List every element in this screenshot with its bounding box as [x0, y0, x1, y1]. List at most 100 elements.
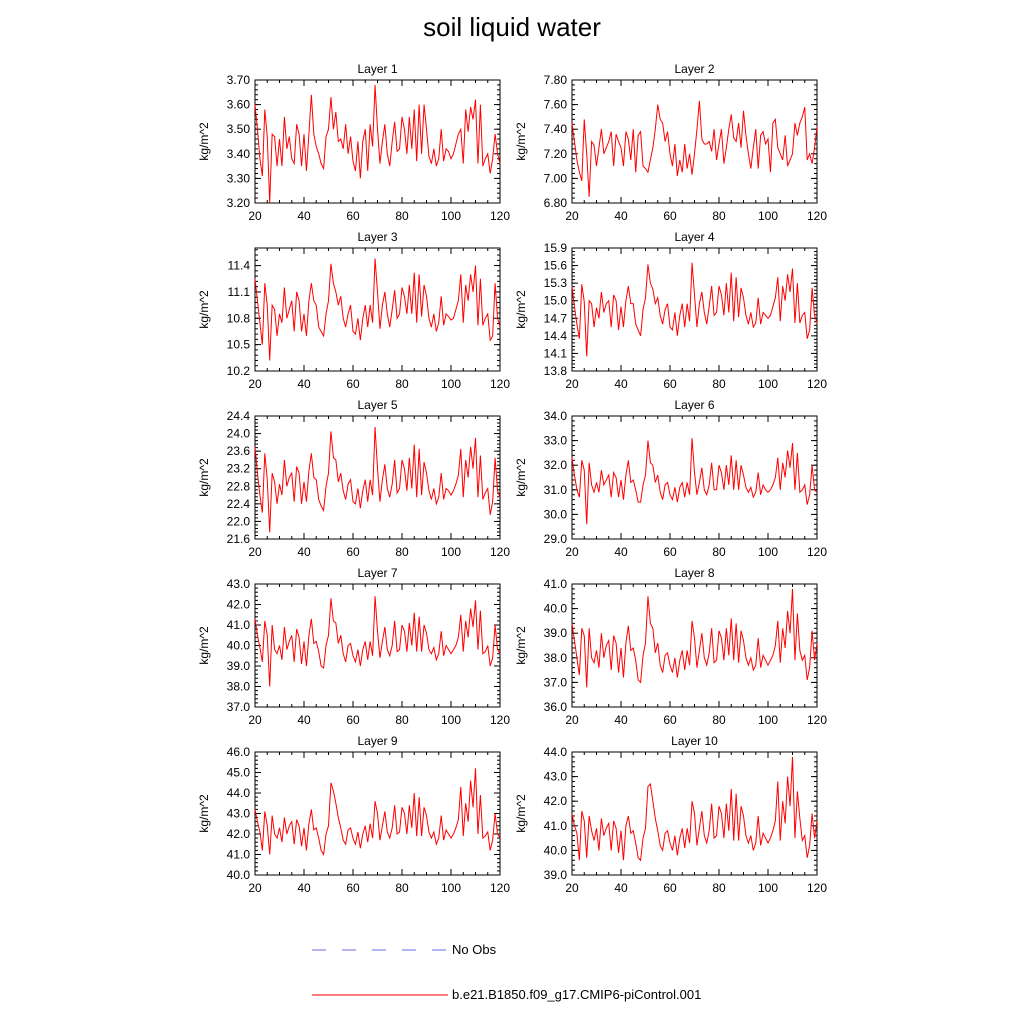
y-tick-label: 3.20 — [227, 196, 251, 210]
y-tick-label: 7.80 — [544, 73, 568, 87]
x-tick-label: 60 — [663, 209, 677, 223]
x-tick-label: 40 — [614, 713, 628, 727]
panel-layer-7: Layer 7 kg/m^2 20 40 60 80 100 120 37.0 38.0 39.0 4… — [197, 566, 510, 727]
x-tick-label: 120 — [807, 377, 827, 391]
y-tick-label: 13.8 — [544, 364, 568, 378]
panel-title: Layer 1 — [357, 62, 397, 76]
panel-title: Layer 6 — [674, 398, 714, 412]
y-tick-label: 15.9 — [544, 241, 568, 255]
x-tick-label: 40 — [614, 881, 628, 895]
y-tick-label: 11.1 — [228, 285, 251, 299]
y-axis-label: kg/m^2 — [514, 626, 528, 665]
y-tick-label: 38.0 — [544, 651, 568, 665]
x-tick-label: 120 — [490, 377, 510, 391]
x-tick-label: 20 — [248, 713, 262, 727]
y-tick-label: 10.2 — [227, 364, 251, 378]
x-tick-label: 60 — [346, 377, 360, 391]
y-tick-label: 45.0 — [227, 766, 251, 780]
x-tick-label: 20 — [565, 881, 579, 895]
x-tick-label: 40 — [297, 881, 311, 895]
panel-title: Layer 3 — [357, 230, 397, 244]
y-tick-label: 39.0 — [227, 659, 251, 673]
x-tick-label: 120 — [490, 545, 510, 559]
x-tick-label: 120 — [490, 881, 510, 895]
x-tick-label: 100 — [441, 209, 461, 223]
x-tick-label: 80 — [395, 209, 409, 223]
y-tick-label: 3.30 — [227, 171, 251, 185]
x-tick-label: 100 — [758, 377, 778, 391]
y-tick-label: 38.0 — [227, 680, 251, 694]
panel-title: Layer 5 — [357, 398, 397, 412]
y-tick-label: 33.0 — [544, 434, 568, 448]
y-tick-label: 42.0 — [227, 827, 251, 841]
y-tick-label: 7.40 — [544, 122, 568, 136]
legend-label-model: b.e21.B1850.f09_g17.CMIP6-piControl.001 — [452, 987, 702, 1002]
x-tick-label: 20 — [248, 881, 262, 895]
y-tick-label: 44.0 — [544, 745, 568, 759]
x-tick-label: 100 — [441, 713, 461, 727]
series-line — [571, 756, 818, 862]
x-tick-label: 40 — [614, 377, 628, 391]
x-tick-label: 60 — [346, 545, 360, 559]
y-tick-label: 43.0 — [544, 770, 568, 784]
y-tick-label: 11.4 — [228, 259, 251, 273]
x-tick-label: 100 — [758, 545, 778, 559]
y-tick-label: 40.0 — [544, 602, 568, 616]
plot-frame — [254, 79, 501, 204]
y-axis-label: kg/m^2 — [197, 626, 211, 665]
plot-frame — [571, 247, 818, 372]
y-tick-label: 41.0 — [227, 618, 251, 632]
x-tick-label: 60 — [663, 881, 677, 895]
plot-frame — [254, 247, 501, 372]
y-tick-label: 41.0 — [544, 819, 568, 833]
legend-label-no-obs: No Obs — [452, 942, 497, 957]
x-tick-label: 60 — [663, 713, 677, 727]
y-tick-label: 10.8 — [227, 311, 251, 325]
y-tick-label: 42.0 — [544, 794, 568, 808]
x-tick-label: 120 — [807, 881, 827, 895]
y-tick-label: 22.0 — [227, 514, 251, 528]
y-tick-label: 32.0 — [544, 458, 568, 472]
x-tick-label: 80 — [712, 209, 726, 223]
panel-layer-2: Layer 2 kg/m^2 20 40 60 80 100 120 6.80 7.00 7.20 7… — [514, 62, 827, 223]
panel-layer-1: Layer 1 kg/m^2 20 40 60 80 100 120 3.20 3.30 3.40 3… — [197, 62, 510, 223]
series-line — [254, 426, 501, 533]
y-tick-label: 7.60 — [544, 98, 568, 112]
panel-title: Layer 8 — [674, 566, 714, 580]
y-tick-label: 42.0 — [227, 598, 251, 612]
x-tick-label: 20 — [565, 209, 579, 223]
x-tick-label: 40 — [297, 209, 311, 223]
x-tick-label: 40 — [614, 545, 628, 559]
y-tick-label: 14.1 — [544, 346, 568, 360]
x-tick-label: 100 — [441, 545, 461, 559]
x-tick-label: 120 — [490, 209, 510, 223]
y-axis-label: kg/m^2 — [514, 290, 528, 329]
x-tick-label: 100 — [758, 881, 778, 895]
y-tick-label: 37.0 — [227, 700, 251, 714]
x-tick-label: 80 — [712, 377, 726, 391]
y-axis-label: kg/m^2 — [197, 794, 211, 833]
panel-layer-8: Layer 8 kg/m^2 20 40 60 80 100 120 36.0 37.0 38.0 3… — [514, 566, 827, 727]
x-tick-label: 100 — [758, 713, 778, 727]
y-axis-label: kg/m^2 — [514, 794, 528, 833]
y-tick-label: 14.4 — [544, 329, 568, 343]
x-tick-label: 80 — [395, 881, 409, 895]
panel-title: Layer 7 — [357, 566, 397, 580]
y-tick-label: 43.0 — [227, 577, 251, 591]
panel-title: Layer 9 — [357, 734, 397, 748]
y-tick-label: 3.40 — [227, 147, 251, 161]
series-line — [254, 768, 501, 857]
y-tick-label: 7.20 — [544, 147, 568, 161]
x-tick-label: 60 — [346, 209, 360, 223]
panel-layer-5: Layer 5 kg/m^2 20 40 60 80 100 120 21.6 22.0 22.4 2… — [197, 398, 510, 559]
x-tick-label: 60 — [346, 713, 360, 727]
x-tick-label: 20 — [248, 209, 262, 223]
x-tick-label: 120 — [490, 713, 510, 727]
x-tick-label: 80 — [395, 713, 409, 727]
panel-title: Layer 10 — [671, 734, 718, 748]
series-line — [254, 258, 501, 361]
y-tick-label: 39.0 — [544, 626, 568, 640]
panel-layer-3: Layer 3 kg/m^2 20 40 60 80 100 120 10.2 10.5 10.8 1… — [197, 230, 510, 391]
series-line — [254, 84, 501, 204]
